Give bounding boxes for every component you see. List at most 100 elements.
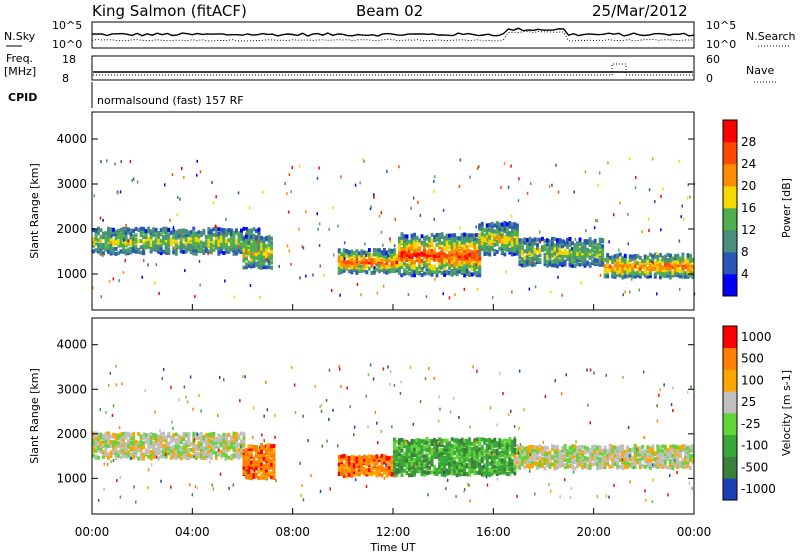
- echo-cell: [450, 252, 454, 257]
- echo-cell: [453, 235, 457, 240]
- echo-cell: [110, 241, 112, 245]
- echo-cell: [255, 474, 258, 479]
- echo-cell: [212, 240, 216, 245]
- echo-cell: [480, 221, 484, 226]
- echo-cell: [598, 465, 602, 470]
- echo-cell: [523, 459, 527, 463]
- echo-cell: [591, 243, 595, 248]
- echo-cell: [139, 440, 143, 445]
- echo-cell: [443, 473, 447, 478]
- echo-cell: [478, 248, 482, 253]
- echo-cell: [607, 161, 609, 165]
- echo-cell: [341, 469, 343, 473]
- echo-cell: [611, 266, 615, 271]
- echo-cell: [413, 266, 416, 271]
- echo-cell: [448, 251, 452, 255]
- echo-cell: [342, 251, 346, 256]
- echo-cell: [129, 445, 133, 450]
- echo-cell: [242, 243, 246, 248]
- echo-cell: [455, 438, 459, 443]
- echo-cell: [275, 479, 277, 483]
- echo-cell: [222, 432, 226, 437]
- echo-cell: [423, 439, 426, 444]
- echo-cell: [97, 249, 100, 254]
- echo-cell: [583, 254, 587, 259]
- echo-cell: [157, 443, 161, 448]
- echo-cell: [258, 445, 261, 449]
- echo-cell: [475, 249, 479, 254]
- echo-cell: [561, 458, 564, 463]
- echo-cell: [121, 382, 123, 386]
- echo-cell: [262, 251, 266, 256]
- echo-cell: [418, 270, 421, 275]
- echo-cell: [365, 264, 369, 269]
- echo-cell: [232, 230, 236, 235]
- echo-cell: [247, 470, 251, 475]
- echo-cell: [177, 245, 181, 250]
- echo-cell: [440, 451, 444, 456]
- echo-cell: [393, 463, 396, 468]
- echo-cell: [109, 434, 113, 439]
- echo-cell: [142, 456, 146, 461]
- echo-cell: [443, 465, 447, 470]
- echo-cell: [433, 180, 435, 183]
- echo-cell: [576, 257, 579, 262]
- echo-cell: [530, 182, 532, 186]
- echo-cell: [587, 403, 589, 407]
- echo-cell: [658, 458, 662, 463]
- echo-cell: [488, 461, 492, 466]
- echo-cell: [495, 443, 499, 448]
- echo-cell: [124, 435, 128, 440]
- echo-cell: [222, 236, 226, 241]
- echo-cell: [681, 458, 685, 462]
- echo-cell: [423, 271, 426, 276]
- echo-cell: [413, 232, 416, 237]
- echo-cell: [122, 434, 125, 439]
- echo-cell: [265, 443, 268, 448]
- echo-cell: [337, 466, 341, 471]
- echo-cell: [224, 241, 228, 246]
- echo-cell: [272, 459, 276, 464]
- echo-cell: [219, 227, 223, 232]
- echo-cell: [317, 227, 319, 231]
- echo-cell: [493, 229, 497, 234]
- echo-cell: [508, 247, 512, 252]
- echo-cell: [367, 373, 370, 377]
- echo-cell: [641, 463, 645, 468]
- echo-cell: [691, 264, 695, 269]
- echo-cell: [423, 472, 426, 477]
- echo-cell: [576, 262, 579, 266]
- echo-cell: [465, 248, 469, 253]
- nave-tick-bottom: 0: [706, 72, 713, 85]
- echo-cell: [252, 251, 256, 256]
- echo-cell: [670, 403, 673, 407]
- echo-cell: [132, 455, 135, 460]
- echo-cell: [636, 458, 640, 463]
- echo-cell: [613, 445, 617, 450]
- echo-cell: [465, 236, 469, 241]
- echo-cell: [463, 246, 467, 251]
- echo-cell: [686, 446, 690, 450]
- echo-cell: [433, 450, 436, 455]
- echo-cell: [328, 417, 330, 421]
- echo-cell: [505, 270, 507, 274]
- echo-cell: [107, 455, 110, 460]
- echo-cell: [176, 213, 179, 217]
- echo-cell: [110, 234, 113, 238]
- echo-cell: [413, 240, 416, 245]
- echo-cell: [442, 292, 444, 296]
- echo-cell: [385, 261, 389, 265]
- echo-cell: [328, 368, 331, 372]
- echo-cell: [272, 465, 276, 470]
- echo-cell: [636, 446, 640, 451]
- echo-cell: [318, 244, 321, 248]
- echo-cell: [661, 255, 665, 260]
- echo-cell: [102, 437, 105, 442]
- nave-label: Nave: [746, 64, 774, 77]
- echo-cell: [212, 432, 216, 436]
- echo-cell: [104, 245, 108, 250]
- echo-cell: [350, 457, 354, 462]
- echo-cell: [139, 446, 143, 451]
- echo-cell: [219, 434, 223, 439]
- echo-cell: [538, 253, 542, 258]
